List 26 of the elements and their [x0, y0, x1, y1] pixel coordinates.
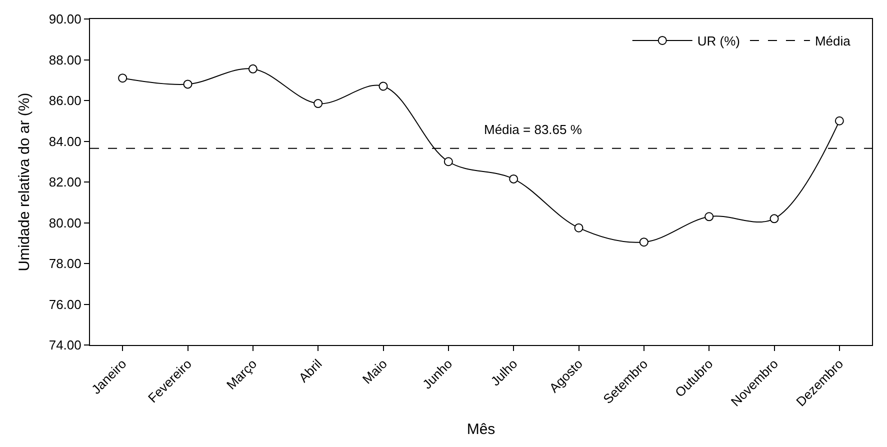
annotation: Média = 83.65 %: [484, 122, 582, 137]
y-axis-title: Umidade relativa do ar (%): [16, 92, 34, 272]
point: [574, 223, 584, 232]
point: [378, 82, 388, 91]
point: [770, 214, 779, 224]
point: [509, 174, 518, 184]
legend-label: UR (%): [697, 34, 740, 49]
y-tick-label: 82.00: [48, 174, 82, 190]
point: [639, 238, 648, 247]
y-tick-label: 76.00: [48, 296, 82, 312]
point: [834, 116, 844, 126]
y-tick-label: 74.00: [48, 338, 82, 353]
y-tick-label: 84.00: [48, 134, 82, 149]
y-tick-label: 80.00: [48, 215, 82, 230]
x-axis-title: Mês: [466, 421, 496, 438]
point: [314, 99, 323, 108]
legend-label: Média: [814, 34, 852, 49]
y-tick-label: 90.00: [48, 12, 82, 27]
point: [444, 157, 453, 166]
point: [183, 80, 192, 89]
y-tick-label: 78.00: [48, 256, 82, 272]
point: [704, 212, 714, 222]
y-tick-label: 88.00: [48, 52, 82, 68]
point: [118, 74, 128, 83]
y-tick-label: 86.00: [48, 93, 82, 108]
point: [248, 64, 258, 74]
